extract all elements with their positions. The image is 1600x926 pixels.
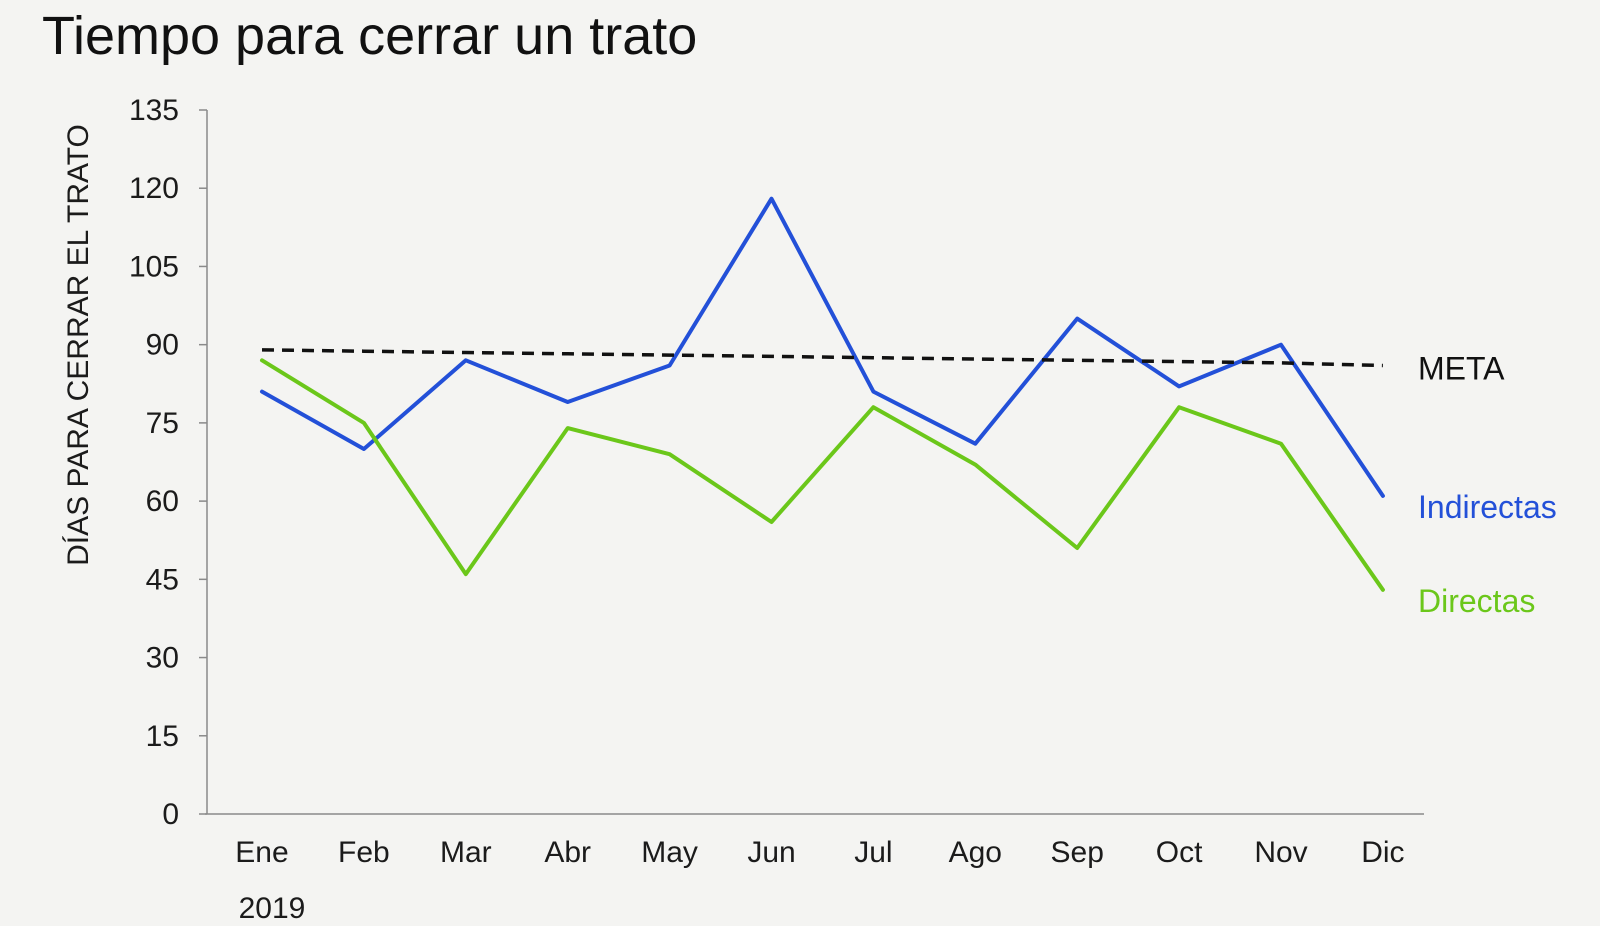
y-tick-label: 30 — [146, 642, 179, 675]
x-tick-label: Jun — [747, 836, 795, 869]
y-tick-label: 135 — [129, 94, 179, 127]
series-lines — [260, 196, 1385, 592]
y-axis-label: DÍAS PARA CERRAR EL TRATO — [62, 124, 95, 566]
series-line-meta — [261, 348, 1383, 368]
series-label-meta: META — [1418, 351, 1505, 387]
y-tick-label: 75 — [146, 407, 179, 440]
x-tick-label: Abr — [544, 836, 591, 869]
x-tick-label: Oct — [1156, 836, 1203, 869]
x-tick-label: Feb — [338, 836, 390, 869]
series-line-directas — [260, 358, 1385, 592]
series-labels: Indirectas Directas META — [1418, 351, 1557, 619]
x-year-label: 2019 — [239, 892, 306, 925]
axes: 0 15 30 45 60 75 90 105 120 135 Ene Feb Mar Abr May Jun… — [129, 94, 1424, 925]
y-tick-label: 0 — [162, 798, 179, 831]
y-tick-label: 60 — [146, 485, 179, 518]
y-tick-label: 90 — [146, 329, 179, 362]
chart-title: Tiempo para cerrar un trato — [42, 6, 697, 66]
y-tick-label: 120 — [129, 172, 179, 205]
x-tick-label: May — [641, 836, 698, 869]
x-tick-label: Mar — [440, 836, 492, 869]
x-tick-label: Sep — [1051, 836, 1104, 869]
series-label-directas: Directas — [1418, 583, 1535, 619]
x-tick-label: Jul — [854, 836, 892, 869]
x-tick-label: Ago — [949, 836, 1002, 869]
y-tick-label: 105 — [129, 250, 179, 283]
x-tick-label: Dic — [1361, 836, 1404, 869]
series-line-indirectas — [260, 196, 1385, 498]
series-label-indirectas: Indirectas — [1418, 489, 1557, 525]
y-tick-label: 15 — [146, 720, 179, 753]
y-tick-label: 45 — [146, 563, 179, 596]
x-tick-label: Ene — [235, 836, 288, 869]
x-tick-label: Nov — [1254, 836, 1307, 869]
